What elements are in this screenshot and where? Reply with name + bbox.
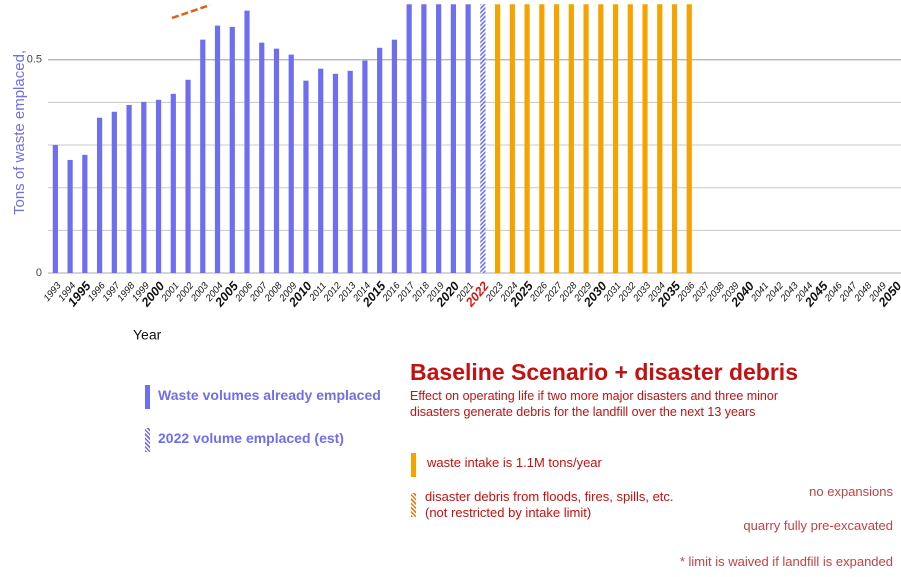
bar [450, 4, 456, 273]
bar [539, 4, 545, 273]
bar [391, 39, 398, 273]
bar [126, 104, 132, 273]
bar [436, 4, 442, 273]
y-tick-label: 0.5 [27, 54, 42, 66]
bar [288, 54, 294, 273]
bar [495, 4, 501, 273]
bar [362, 60, 368, 274]
bar [82, 154, 88, 273]
legend-label: disaster debris from floods, fires, spil… [425, 489, 674, 521]
bar [332, 73, 339, 273]
bar [377, 47, 383, 274]
bar [155, 99, 162, 273]
bar [421, 4, 427, 273]
bar [657, 4, 663, 273]
bar [67, 159, 73, 273]
bar [185, 79, 191, 274]
bar [214, 25, 221, 273]
title: Baseline Scenario + disaster debris [410, 359, 798, 385]
bar [598, 4, 604, 273]
bar [347, 70, 353, 273]
bar [671, 4, 678, 273]
bar [111, 111, 117, 274]
legend-swatch [145, 428, 150, 452]
bar [465, 4, 471, 273]
bar [273, 48, 280, 273]
legend-label: 2022 volume emplaced (est) [158, 430, 344, 446]
bar [642, 4, 648, 273]
bar [244, 10, 250, 273]
bar [583, 4, 589, 273]
bar [568, 4, 574, 273]
bar [170, 93, 176, 273]
bar [509, 4, 515, 273]
y-tick-label: 0 [36, 267, 42, 279]
bar [200, 39, 206, 273]
bar [303, 80, 309, 273]
bar [553, 4, 560, 273]
bar [406, 4, 412, 273]
bar [318, 68, 324, 273]
bar [259, 42, 265, 273]
bar [52, 145, 58, 273]
y-axis-title: Tons of waste emplaced, [11, 50, 28, 215]
annotation: quarry fully pre-excavated [743, 518, 893, 533]
legend-label: waste intake is 1.1M tons/year [427, 455, 602, 470]
bar [612, 4, 619, 273]
annotation: * limit is waived if landfill is expande… [679, 554, 893, 569]
bar [627, 4, 633, 273]
bar [229, 26, 235, 273]
bar [480, 4, 486, 273]
legend-swatch [411, 493, 416, 517]
subtitle: Effect on operating life if two more maj… [410, 389, 778, 419]
legend-label: Waste volumes already emplaced [158, 387, 381, 403]
bar [96, 117, 103, 273]
bar [141, 101, 147, 273]
trend-fragment [171, 3, 211, 20]
legend-swatch [145, 385, 150, 409]
legend-swatch [411, 453, 416, 477]
bar [524, 4, 530, 273]
annotation: no expansions [809, 484, 893, 499]
x-axis-title: Year [133, 327, 162, 343]
bar [686, 4, 692, 273]
